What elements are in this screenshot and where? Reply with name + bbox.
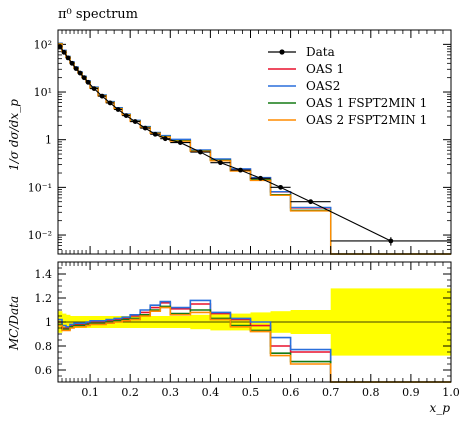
data-point xyxy=(278,184,283,190)
data-point xyxy=(388,238,394,244)
data-point xyxy=(308,199,314,205)
main-y-tick-label: 10¹ xyxy=(34,86,52,99)
main-y-tick-label: 10⁻² xyxy=(28,229,52,242)
data-point xyxy=(132,119,138,124)
data-point xyxy=(107,100,113,106)
data-point xyxy=(85,79,91,85)
main-series-line xyxy=(58,43,451,255)
data-points xyxy=(57,44,451,246)
ratio-series xyxy=(58,299,451,383)
ratio-series-line xyxy=(58,299,451,383)
x-tick-label: 0.4 xyxy=(202,386,220,399)
ratio-y-tick-label: 1.2 xyxy=(35,292,53,305)
x-tick-label: 0.7 xyxy=(322,386,340,399)
data-point xyxy=(197,149,203,155)
x-tick-label: 0.2 xyxy=(121,386,139,399)
x-tick-label: 0.1 xyxy=(81,386,99,399)
ratio-y-tick-label: 0.8 xyxy=(35,340,53,353)
main-x-ticks xyxy=(61,30,452,254)
ratio-y-tick-label: 1 xyxy=(45,316,52,329)
legend: Data OAS 1 OAS2 OAS 1 FSPT2MIN 1 OAS 2 FSPT2… xyxy=(268,45,427,127)
main-y-tick-label: 1 xyxy=(45,134,52,147)
data-point xyxy=(258,175,263,181)
x-tick-label: 0.6 xyxy=(282,386,300,399)
data-point xyxy=(61,49,67,55)
data-point xyxy=(142,125,148,131)
main-y-ticks: 10² 10¹ 1 10⁻¹ 10⁻² xyxy=(28,29,451,255)
x-tick-label: 1.0 xyxy=(442,386,460,399)
legend-label: OAS 2 FSPT2MIN 1 xyxy=(306,113,427,127)
x-axis-title: x_p xyxy=(430,401,451,415)
x-tick-label: 0.3 xyxy=(162,386,180,399)
data-point xyxy=(73,66,79,71)
x-tick-label: 0.9 xyxy=(402,386,420,399)
main-series xyxy=(58,42,451,255)
data-point xyxy=(69,60,75,66)
data-point xyxy=(218,160,223,166)
legend-label: OAS 1 FSPT2MIN 1 xyxy=(306,96,427,110)
main-y-tick-label: 10⁻¹ xyxy=(28,181,52,194)
main-series-line xyxy=(58,42,451,255)
data-point xyxy=(162,136,168,142)
legend-label: OAS 1 xyxy=(306,62,344,76)
main-series-line xyxy=(58,42,451,255)
data-point xyxy=(65,55,71,61)
main-y-axis-title: 1/σ dσ/dx_p xyxy=(7,99,21,171)
legend-marker-data xyxy=(279,49,285,55)
legend-label: OAS2 xyxy=(306,79,340,93)
x-tick-label: 0.8 xyxy=(362,386,380,399)
ratio-series-line xyxy=(58,306,451,383)
ratio-y-tick-label: 1.4 xyxy=(35,268,53,281)
main-plot-frame xyxy=(57,29,452,255)
data-point xyxy=(77,70,83,76)
legend-label-data: Data xyxy=(306,45,335,59)
data-point xyxy=(91,86,97,91)
ratio-panel: MC/Data 0.6 0.8 1 1.2 1.4 0.1 0.2 0.3 0.4 0.5 0.6… xyxy=(7,261,460,415)
main-y-tick-label: 10² xyxy=(34,38,52,51)
main-panel: π⁰ spectrum 1/σ dσ/dx_p 10²10¹110⁻¹10⁻² … xyxy=(7,7,452,255)
x-tick-label: 0.5 xyxy=(242,386,260,399)
data-point xyxy=(115,107,121,112)
ratio-y-axis-title: MC/Data xyxy=(7,296,21,351)
data-point xyxy=(57,44,63,49)
ratio-y-ticks: 0.6 0.8 1 1.2 1.4 xyxy=(35,267,451,377)
data-point xyxy=(152,131,158,137)
ratio-y-tick-label: 0.6 xyxy=(35,364,53,377)
data-point xyxy=(99,93,105,99)
data-point xyxy=(238,167,243,173)
main-series-line xyxy=(58,43,451,255)
ratio-x-ticks: 0.1 0.2 0.3 0.4 0.5 0.6 0.7 0.8 0.9 1.0 xyxy=(61,262,460,399)
data-point xyxy=(177,140,183,145)
data-point xyxy=(123,113,129,119)
plot-title: π⁰ spectrum xyxy=(58,7,138,22)
data-point xyxy=(81,75,87,81)
